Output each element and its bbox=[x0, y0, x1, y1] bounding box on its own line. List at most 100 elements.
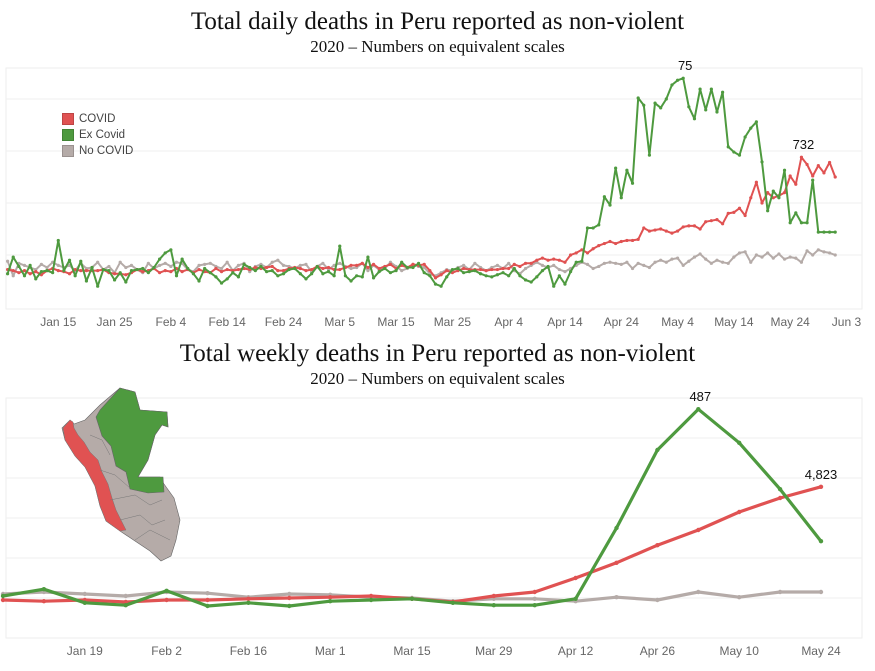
data-point bbox=[833, 230, 837, 234]
data-point bbox=[614, 166, 618, 170]
peru-map bbox=[61, 387, 181, 562]
data-point bbox=[11, 269, 15, 273]
data-point bbox=[630, 238, 635, 243]
data-point bbox=[219, 281, 224, 285]
data-point bbox=[833, 253, 837, 257]
data-point bbox=[67, 272, 72, 276]
data-point bbox=[692, 117, 697, 121]
data-point bbox=[51, 271, 55, 275]
data-point bbox=[512, 262, 516, 266]
data-point bbox=[822, 230, 826, 234]
data-point bbox=[653, 260, 657, 264]
data-point bbox=[602, 195, 606, 199]
map-region-covid bbox=[62, 419, 127, 532]
series-line-ex-covid bbox=[6, 77, 836, 288]
legend-item-no-covid[interactable]: No COVID bbox=[62, 143, 133, 159]
data-point bbox=[467, 270, 471, 274]
data-point bbox=[205, 597, 210, 603]
data-point bbox=[203, 266, 207, 271]
data-point bbox=[433, 282, 438, 286]
data-point bbox=[535, 275, 539, 279]
data-point bbox=[664, 229, 668, 233]
x-tick-label: Jan 15 bbox=[40, 315, 76, 329]
data-point bbox=[614, 595, 619, 600]
data-point bbox=[281, 263, 286, 267]
data-point bbox=[270, 264, 274, 269]
data-point bbox=[264, 270, 269, 274]
data-point bbox=[205, 591, 210, 596]
data-point bbox=[67, 258, 72, 262]
data-point bbox=[557, 258, 561, 262]
data-point bbox=[349, 266, 353, 271]
data-point bbox=[96, 260, 100, 264]
x-tick-label: Feb 2 bbox=[151, 644, 182, 658]
data-point bbox=[557, 267, 561, 272]
data-point bbox=[619, 196, 623, 200]
data-point bbox=[754, 253, 758, 257]
data-point bbox=[445, 269, 449, 273]
data-point bbox=[766, 209, 770, 213]
data-point bbox=[659, 227, 663, 231]
data-point bbox=[495, 263, 500, 267]
data-point bbox=[591, 247, 595, 251]
data-point bbox=[203, 262, 207, 266]
data-point bbox=[141, 266, 145, 271]
data-point bbox=[163, 261, 167, 265]
data-point bbox=[675, 256, 680, 260]
data-point bbox=[197, 267, 201, 272]
data-point bbox=[45, 269, 49, 273]
data-point bbox=[82, 591, 88, 597]
data-point bbox=[518, 274, 522, 278]
data-point bbox=[805, 221, 809, 225]
data-point bbox=[818, 589, 824, 595]
data-point bbox=[715, 110, 719, 114]
data-point bbox=[84, 269, 89, 273]
data-point bbox=[766, 191, 770, 195]
data-point bbox=[276, 269, 280, 273]
data-point bbox=[563, 282, 567, 286]
data-point bbox=[625, 260, 629, 264]
data-point bbox=[546, 264, 550, 269]
data-point bbox=[328, 599, 333, 604]
data-point bbox=[0, 597, 6, 603]
data-point bbox=[692, 255, 697, 259]
data-point bbox=[84, 279, 89, 283]
data-point bbox=[298, 263, 302, 267]
data-point bbox=[659, 258, 663, 262]
data-point bbox=[777, 589, 783, 595]
data-point bbox=[726, 261, 730, 265]
data-point bbox=[709, 261, 713, 265]
data-point bbox=[118, 260, 122, 264]
x-tick-label: May 24 bbox=[770, 315, 810, 329]
data-point bbox=[698, 252, 702, 256]
data-point bbox=[490, 275, 494, 279]
data-point bbox=[158, 263, 162, 267]
weekly-chart-title: Total weekly deaths in Peru reported as … bbox=[179, 340, 696, 367]
legend-item-ex-covid[interactable]: Ex Covid bbox=[62, 127, 133, 143]
data-point bbox=[811, 174, 815, 178]
data-point bbox=[721, 260, 725, 264]
data-point bbox=[225, 277, 229, 281]
data-point bbox=[816, 230, 820, 234]
data-point bbox=[737, 251, 742, 255]
legend-item-covid[interactable]: COVID bbox=[62, 111, 133, 127]
legend-swatch bbox=[62, 145, 74, 157]
data-point bbox=[281, 272, 286, 276]
data-point bbox=[360, 261, 364, 265]
data-point bbox=[73, 274, 77, 278]
data-point bbox=[822, 171, 826, 175]
data-point bbox=[450, 600, 456, 605]
data-point bbox=[163, 269, 167, 273]
x-tick-label: Feb 14 bbox=[208, 315, 246, 329]
data-point bbox=[41, 599, 47, 604]
x-tick-label: Feb 24 bbox=[265, 315, 303, 329]
data-point bbox=[236, 263, 241, 267]
x-tick-label: Jan 19 bbox=[67, 644, 103, 658]
data-point bbox=[681, 76, 685, 80]
data-point bbox=[462, 263, 466, 267]
data-point bbox=[428, 274, 432, 278]
data-point bbox=[647, 229, 652, 233]
legend-label: COVID bbox=[79, 113, 116, 125]
data-point bbox=[246, 600, 251, 605]
